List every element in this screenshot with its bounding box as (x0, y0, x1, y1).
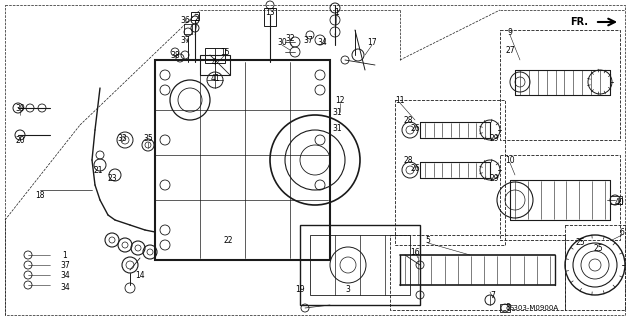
Text: 27: 27 (505, 45, 515, 54)
Text: 32: 32 (285, 34, 295, 43)
Text: 38: 38 (170, 51, 180, 60)
Bar (200, 55, 230, 75)
Bar (205, 48, 225, 63)
Text: 23: 23 (107, 173, 117, 182)
Text: 41: 41 (210, 74, 220, 83)
Bar (300, 225, 420, 305)
Text: 26: 26 (410, 124, 420, 132)
Bar (264, 8, 276, 26)
Text: 29: 29 (489, 133, 499, 142)
Text: 28: 28 (403, 116, 413, 124)
Bar (395, 100, 505, 245)
Text: 34: 34 (60, 284, 70, 292)
Text: 35: 35 (143, 133, 153, 142)
Text: 15: 15 (220, 47, 230, 57)
Text: 34: 34 (317, 37, 327, 46)
Text: 29: 29 (489, 173, 499, 182)
Text: 16: 16 (410, 247, 420, 257)
Bar (500, 30, 620, 140)
Text: 10: 10 (505, 156, 515, 164)
Text: 36: 36 (180, 15, 190, 25)
Text: 12: 12 (335, 95, 345, 105)
Text: 31: 31 (332, 108, 342, 116)
Text: 1: 1 (62, 252, 67, 260)
Text: 25: 25 (575, 237, 585, 246)
Bar (610, 196, 622, 204)
Text: 25: 25 (593, 244, 603, 252)
Text: 31: 31 (332, 124, 342, 132)
Bar (155, 60, 330, 260)
Text: 11: 11 (395, 95, 404, 105)
Bar (191, 12, 199, 20)
Text: S303-M0900A: S303-M0900A (510, 305, 559, 311)
Text: 40: 40 (615, 197, 625, 206)
Text: 14: 14 (135, 270, 145, 279)
Text: FR.: FR. (570, 17, 588, 27)
Text: 1: 1 (335, 7, 340, 17)
Text: 9: 9 (508, 28, 512, 36)
Text: 37: 37 (180, 36, 190, 44)
Text: 28: 28 (403, 156, 413, 164)
Text: 18: 18 (35, 190, 45, 199)
Text: 30: 30 (277, 37, 287, 46)
Bar (390, 235, 565, 310)
Text: 5: 5 (425, 236, 430, 244)
Bar (500, 155, 620, 240)
Bar (184, 24, 192, 34)
Text: 7: 7 (491, 292, 495, 300)
Text: 19: 19 (295, 285, 305, 294)
Text: 2: 2 (195, 13, 199, 22)
Text: 22: 22 (223, 236, 232, 244)
Bar (565, 225, 625, 310)
Text: 33: 33 (117, 133, 127, 142)
Text: 39: 39 (15, 103, 25, 113)
Text: 20: 20 (15, 135, 25, 145)
Text: 37: 37 (303, 36, 313, 44)
Text: 17: 17 (367, 37, 377, 46)
Bar (500, 304, 510, 312)
Text: 37: 37 (60, 261, 70, 270)
Text: 34: 34 (60, 271, 70, 281)
Text: 4: 4 (212, 58, 217, 67)
Text: 13: 13 (265, 7, 275, 17)
Text: 6: 6 (619, 228, 624, 236)
Text: 3: 3 (346, 285, 350, 294)
Text: 8: 8 (506, 303, 510, 313)
Bar (310, 235, 410, 295)
Text: 26: 26 (410, 164, 420, 172)
Text: 21: 21 (93, 165, 103, 174)
